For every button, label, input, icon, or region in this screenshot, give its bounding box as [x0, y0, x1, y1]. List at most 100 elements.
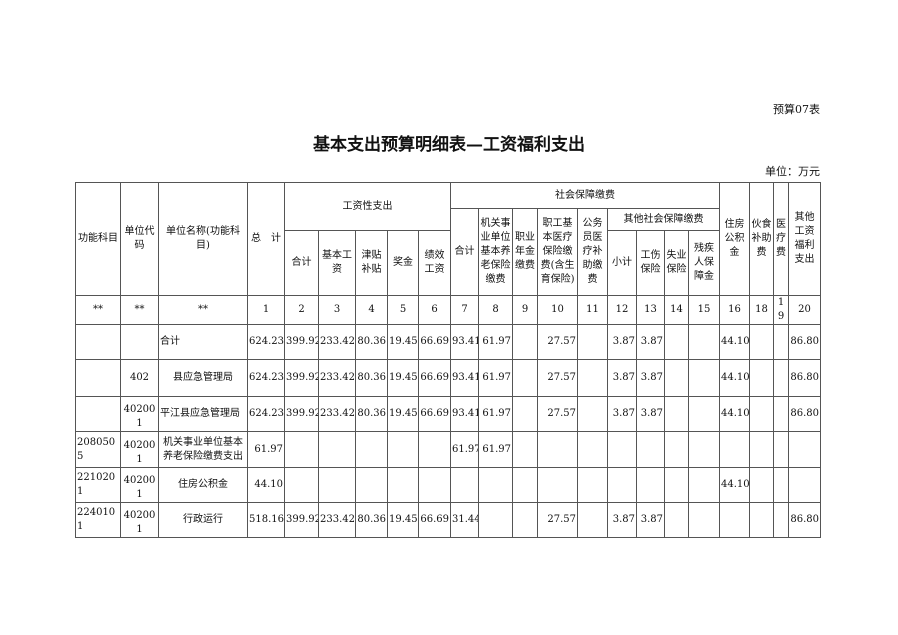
- value-cell: [788, 431, 822, 468]
- header-other-welfare: 其他工资福利支出: [788, 182, 822, 296]
- value-cell: [417, 467, 452, 503]
- value-cell: [512, 502, 539, 538]
- value-cell: 31.44: [450, 502, 480, 538]
- index-cell: 14: [664, 295, 690, 325]
- index-cell: 16: [719, 295, 751, 325]
- value-cell: 3.87: [607, 502, 638, 538]
- func-subject-cell: 2240101: [75, 502, 121, 538]
- index-cell: 13: [636, 295, 666, 325]
- value-cell: [749, 396, 775, 432]
- func-subject-cell: [75, 359, 121, 397]
- value-cell: 93.41: [450, 396, 480, 432]
- table-row: 2240101 402001 行政运行 518.16 399.92 233.42 80.36…: [75, 502, 822, 538]
- value-cell: 80.36: [355, 359, 388, 397]
- header-medical: 职工基本医疗保险缴费(含生育保险): [537, 208, 579, 296]
- header-subtotal: 小计: [607, 230, 638, 296]
- value-cell: 86.80: [788, 396, 822, 432]
- value-cell: 27.57: [537, 359, 579, 397]
- index-cell: 1: [247, 295, 285, 325]
- header-bonus: 奖金: [387, 230, 419, 296]
- value-cell: 61.97: [450, 431, 480, 468]
- value-cell: [664, 467, 690, 503]
- value-cell: 44.10: [719, 359, 751, 397]
- value-cell: 61.97: [478, 359, 514, 397]
- value-cell: 624.23: [247, 324, 285, 360]
- value-cell: 19.45: [387, 396, 419, 432]
- value-cell: [749, 502, 775, 538]
- index-row: ** ** ** 1 2 3 4 5 6 7 8 9 10 11 12 13 14 15 16 18 19 20: [75, 295, 822, 325]
- value-cell: 19.45: [387, 502, 419, 538]
- value-cell: 3.87: [636, 502, 666, 538]
- value-cell: [387, 467, 419, 503]
- unit-code-cell: 402001: [120, 502, 159, 538]
- value-cell: 233.42: [318, 502, 356, 538]
- value-cell: [773, 502, 790, 538]
- value-cell: [688, 324, 721, 360]
- header-func-subject: 功能科目: [75, 182, 121, 296]
- form-number: 预算07表: [773, 103, 820, 116]
- index-cell: 6: [417, 295, 452, 325]
- page-title: 基本支出预算明细表—工资福利支出: [313, 135, 585, 155]
- value-cell: [318, 467, 356, 503]
- value-cell: 44.10: [719, 467, 751, 503]
- header-total: 总 计: [247, 182, 285, 296]
- func-subject-cell: [75, 324, 121, 360]
- header-unit-code: 单位代码: [120, 182, 159, 296]
- value-cell: 80.36: [355, 502, 388, 538]
- value-cell: 3.87: [607, 359, 638, 397]
- value-cell: 399.92: [284, 396, 319, 432]
- value-cell: [537, 431, 579, 468]
- value-cell: [664, 431, 690, 468]
- value-cell: 44.10: [247, 467, 285, 503]
- value-cell: 233.42: [318, 396, 356, 432]
- index-cell: 18: [749, 295, 775, 325]
- value-cell: [749, 467, 775, 503]
- value-cell: 3.87: [636, 359, 666, 397]
- value-cell: 3.87: [607, 324, 638, 360]
- value-cell: 44.10: [719, 324, 751, 360]
- unit-code-cell: 402: [120, 359, 159, 397]
- table-row: 合计 624.23 399.92 233.42 80.36 19.45 66.69 93.41…: [75, 324, 822, 360]
- value-cell: [577, 396, 609, 432]
- unit-code-cell: [120, 324, 159, 360]
- value-cell: [577, 467, 609, 503]
- value-cell: 399.92: [284, 502, 319, 538]
- value-cell: 44.10: [719, 396, 751, 432]
- header-social-group: 社会保障缴费: [450, 182, 721, 209]
- value-cell: 93.41: [450, 324, 480, 360]
- index-cell: **: [75, 295, 121, 325]
- unit-name-cell: 平江县应急管理局: [158, 396, 248, 432]
- budget-table: 功能科目 单位代码 单位名称(功能科目) 总 计 工资性支出 社会保障缴费 住房…: [75, 182, 822, 538]
- value-cell: 86.80: [788, 324, 822, 360]
- value-cell: [773, 467, 790, 503]
- value-cell: 93.41: [450, 359, 480, 397]
- value-cell: 3.87: [636, 396, 666, 432]
- unit-name-cell: 机关事业单位基本养老保险缴费支出: [158, 431, 248, 468]
- value-cell: [512, 396, 539, 432]
- index-cell: 12: [607, 295, 638, 325]
- value-cell: [664, 324, 690, 360]
- value-cell: [719, 431, 751, 468]
- table-row: 2080505 402001 机关事业单位基本养老保险缴费支出 61.97 61.97 6…: [75, 431, 822, 468]
- value-cell: [284, 431, 319, 468]
- value-cell: 233.42: [318, 324, 356, 360]
- unit-label: 单位：万元: [765, 165, 820, 178]
- value-cell: 518.16: [247, 502, 285, 538]
- table-row: 2210201 402001 住房公积金 44.10 44.10: [75, 467, 822, 503]
- value-cell: 61.97: [247, 431, 285, 468]
- value-cell: 61.97: [478, 431, 514, 468]
- value-cell: [512, 324, 539, 360]
- value-cell: 624.23: [247, 359, 285, 397]
- func-subject-cell: 2210201: [75, 467, 121, 503]
- value-cell: [719, 502, 751, 538]
- table-row: 402 县应急管理局 624.23 399.92 233.42 80.36 19.45 66.…: [75, 359, 822, 397]
- unit-code-cell: 402001: [120, 467, 159, 503]
- header-medical-fee: 医疗费: [773, 182, 790, 296]
- value-cell: 86.80: [788, 502, 822, 538]
- unit-name-cell: 县应急管理局: [158, 359, 248, 397]
- value-cell: 66.69: [417, 359, 452, 397]
- func-subject-cell: 2080505: [75, 431, 121, 468]
- unit-code-cell: 402001: [120, 396, 159, 432]
- value-cell: [749, 324, 775, 360]
- value-cell: 66.69: [417, 502, 452, 538]
